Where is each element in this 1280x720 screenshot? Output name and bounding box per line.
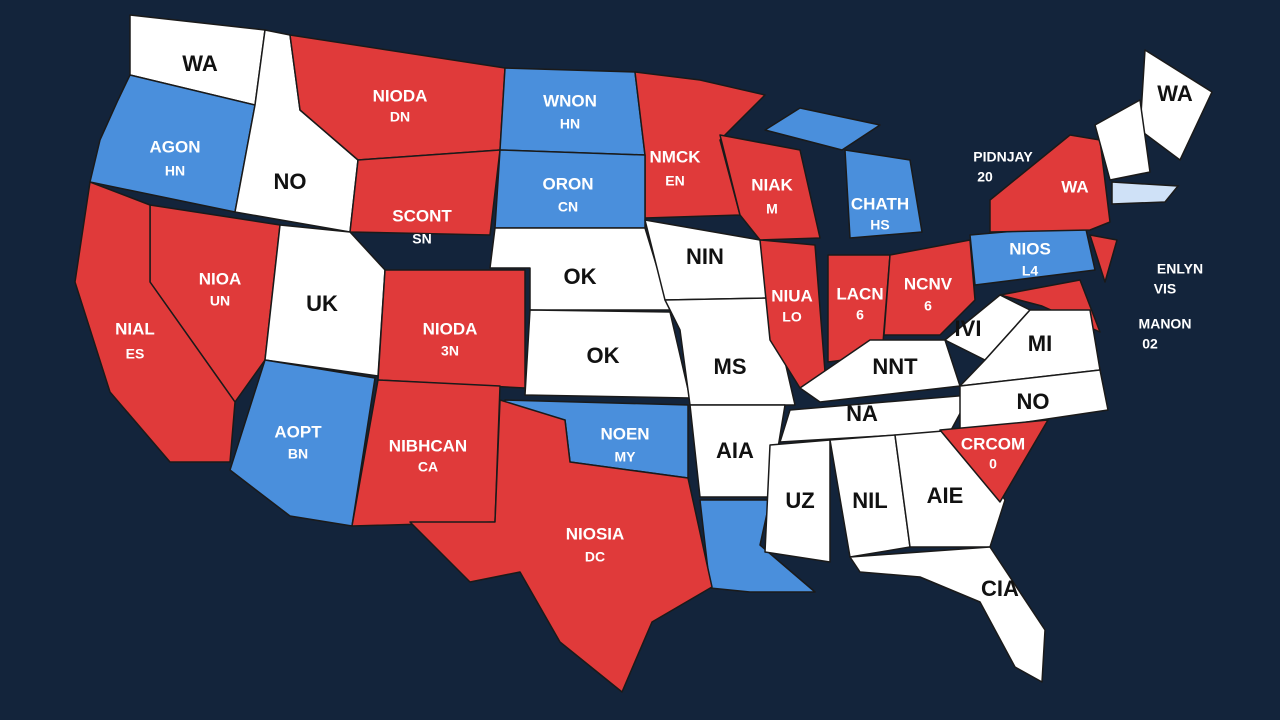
state — [1094, 99, 1151, 181]
region-label: UZ — [785, 488, 814, 513]
region-sublabel: ES — [126, 346, 145, 362]
region-label: AOPT — [274, 422, 322, 441]
region-label: OK — [564, 264, 597, 289]
state — [959, 309, 1101, 387]
region-label: NO — [274, 169, 307, 194]
annotation-sub: 20 — [977, 169, 993, 185]
region-label: WA — [1061, 177, 1088, 196]
region-sublabel: EN — [665, 173, 684, 189]
region-label: AGON — [150, 137, 201, 156]
region-label: CHATH — [851, 194, 909, 213]
region-label: NIOA — [199, 269, 242, 288]
region-label: CIA — [981, 576, 1019, 601]
region-sublabel: SN — [412, 231, 431, 247]
region-sublabel: L4 — [1022, 263, 1039, 279]
region-sublabel: UN — [210, 293, 230, 309]
region-sublabel: 6 — [856, 307, 864, 323]
region-sublabel: M — [766, 201, 778, 217]
state — [499, 67, 646, 156]
region-sublabel: HN — [165, 163, 185, 179]
region-label: NIOS — [1009, 239, 1051, 258]
region-label: WNON — [543, 91, 597, 110]
region-label: NCNV — [904, 274, 953, 293]
region-label: WA — [182, 51, 218, 76]
state — [1111, 181, 1180, 205]
state — [844, 149, 923, 239]
region-label: OK — [587, 343, 620, 368]
state — [349, 149, 501, 236]
state-shapes — [74, 14, 1213, 693]
region-label: IVI — [955, 316, 982, 341]
region-sublabel: CN — [558, 199, 578, 215]
region-sublabel: 3N — [441, 343, 459, 359]
region-label: NIN — [686, 244, 724, 269]
region-label: CRCOM — [961, 434, 1025, 453]
region-label: NIODA — [373, 86, 428, 105]
region-sublabel: 6 — [924, 298, 932, 314]
region-label: LACN — [836, 284, 883, 303]
region-label: MS — [714, 354, 747, 379]
state — [849, 546, 1046, 683]
state — [1089, 234, 1118, 283]
state — [719, 134, 821, 241]
region-label: NIAL — [115, 319, 155, 338]
region-label: NIBHCAN — [389, 436, 467, 455]
region-label: NNT — [872, 354, 918, 379]
region-label: NIODA — [423, 319, 478, 338]
region-label: NMCK — [650, 147, 702, 166]
region-sublabel: HN — [560, 116, 580, 132]
region-label: NIL — [852, 488, 887, 513]
annotation-title: MANON — [1139, 316, 1192, 332]
state — [989, 134, 1111, 233]
state — [939, 419, 1049, 503]
region-label: NOEN — [600, 424, 649, 443]
region-label: ORON — [543, 174, 594, 193]
state — [1139, 49, 1213, 161]
region-label: NIAK — [751, 175, 793, 194]
region-sublabel: DN — [390, 109, 410, 125]
region-sublabel: 0 — [989, 456, 997, 472]
region-sublabel: DC — [585, 549, 605, 565]
region-label: NIOSIA — [566, 524, 625, 543]
state-labels: WA AGON HN NO NIODA DN WNON HN NMCK EN NIAK M CHATH H… — [115, 51, 1203, 601]
state — [959, 369, 1109, 433]
state — [883, 239, 976, 336]
region-sublabel: MY — [615, 449, 637, 465]
region-label: NA — [846, 401, 878, 426]
region-label: WA — [1157, 81, 1193, 106]
region-label: AIE — [927, 483, 964, 508]
region-sublabel: HS — [870, 217, 889, 233]
annotation-sub: VIS — [1154, 281, 1177, 297]
region-label: UK — [306, 291, 338, 316]
state — [409, 399, 713, 693]
region-label: NO — [1017, 389, 1050, 414]
annotation-title: ENLYN — [1157, 261, 1203, 277]
region-label: SCONT — [392, 206, 452, 225]
region-sublabel: CA — [418, 459, 438, 475]
region-label: NIUA — [771, 286, 813, 305]
state — [799, 339, 961, 403]
annotation-title: PIDNJAY — [973, 149, 1033, 165]
state — [229, 359, 376, 527]
annotation-sub: 02 — [1142, 336, 1158, 352]
state — [764, 439, 831, 563]
state — [764, 107, 881, 151]
region-label: MI — [1028, 331, 1052, 356]
state — [74, 181, 236, 463]
region-sublabel: BN — [288, 446, 308, 462]
region-label: AIA — [716, 438, 754, 463]
region-sublabel: LO — [782, 309, 802, 325]
